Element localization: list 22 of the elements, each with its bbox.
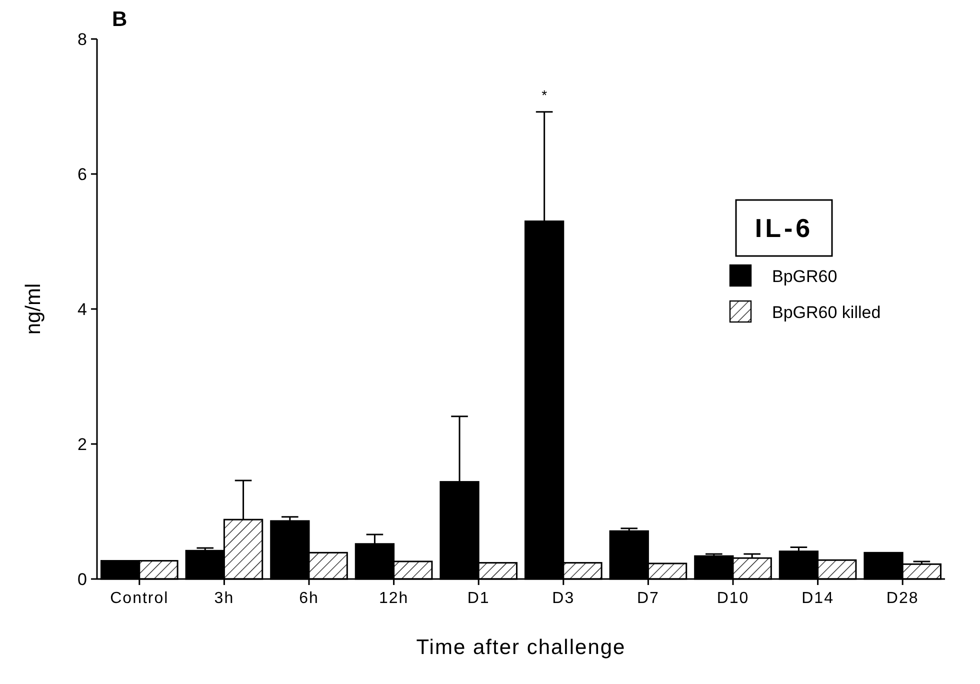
y-tick-label: 8 bbox=[78, 30, 87, 49]
x-tick-label: Control bbox=[110, 590, 169, 607]
y-tick-label: 6 bbox=[78, 164, 87, 184]
y-tick-label: 4 bbox=[78, 300, 87, 319]
annotation: * bbox=[542, 86, 548, 103]
x-tick-label: D28 bbox=[886, 590, 919, 607]
y-axis-title: ng/ml bbox=[22, 283, 45, 335]
legend-label: BpGR60 bbox=[772, 266, 838, 286]
y-tick-label: 2 bbox=[78, 434, 87, 454]
text: B bbox=[112, 8, 128, 31]
x-axis-title: Time after challenge bbox=[416, 636, 626, 659]
x-tick-label: 12h bbox=[378, 590, 409, 607]
x-tick-label: 3h bbox=[214, 590, 234, 607]
x-tick-label: D14 bbox=[802, 590, 834, 607]
x-tick-label: 6h bbox=[299, 590, 319, 607]
text: IL-6 bbox=[754, 213, 814, 244]
x-tick-label: D3 bbox=[552, 590, 575, 607]
legend-label: BpGR60 killed bbox=[772, 302, 881, 322]
x-tick-label: D1 bbox=[467, 590, 490, 607]
y-tick-label: 0 bbox=[78, 570, 87, 589]
x-tick-label: D7 bbox=[636, 590, 660, 607]
x-tick-label: D10 bbox=[716, 590, 750, 607]
